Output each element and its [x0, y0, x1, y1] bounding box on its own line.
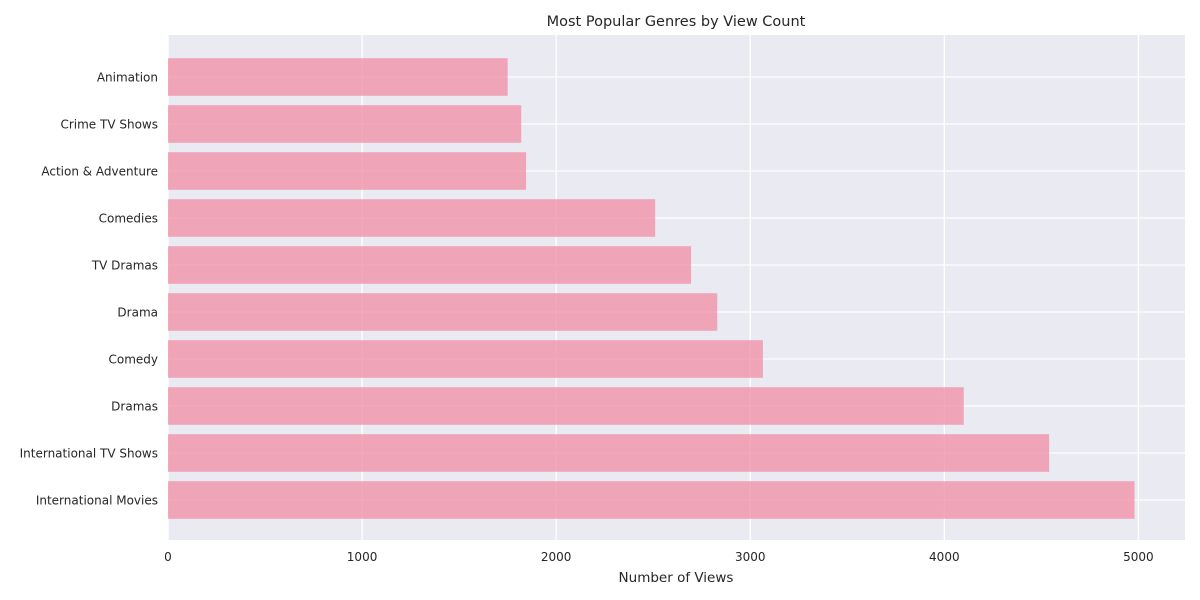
bar	[168, 199, 656, 237]
y-tick-label: Animation	[97, 71, 158, 85]
y-tick-label: Comedy	[108, 353, 158, 367]
bar	[168, 387, 964, 425]
y-tick-label: Dramas	[111, 400, 158, 414]
chart-title: Most Popular Genres by View Count	[547, 14, 806, 30]
x-tick-label: 4000	[929, 550, 960, 564]
y-tick-label: Comedies	[99, 212, 158, 226]
x-tick-label: 5000	[1123, 550, 1154, 564]
x-tick-label: 3000	[735, 550, 766, 564]
x-tick-label: 1000	[347, 550, 378, 564]
y-tick-label: TV Dramas	[91, 259, 158, 273]
y-tick-label: Crime TV Shows	[60, 118, 158, 132]
bar	[168, 293, 718, 331]
bar	[168, 152, 527, 190]
y-tick-label: International TV Shows	[20, 447, 158, 461]
bar	[168, 105, 522, 143]
y-tick-label: Action & Adventure	[41, 165, 158, 179]
x-tick-label: 2000	[541, 550, 572, 564]
y-tick-label: International Movies	[36, 494, 158, 508]
y-tick-labels: International Movies International TV Sho…	[20, 71, 158, 508]
bar	[168, 58, 508, 96]
x-tick-label: 0	[164, 550, 172, 564]
bar	[168, 246, 692, 284]
bar	[168, 434, 1050, 472]
x-tick-labels: 0 1000 2000 3000 4000 5000	[164, 550, 1154, 564]
x-axis-label: Number of Views	[619, 570, 734, 586]
bar	[168, 340, 763, 378]
y-tick-label: Drama	[117, 306, 158, 320]
bars	[168, 58, 1135, 519]
bar	[168, 481, 1135, 519]
